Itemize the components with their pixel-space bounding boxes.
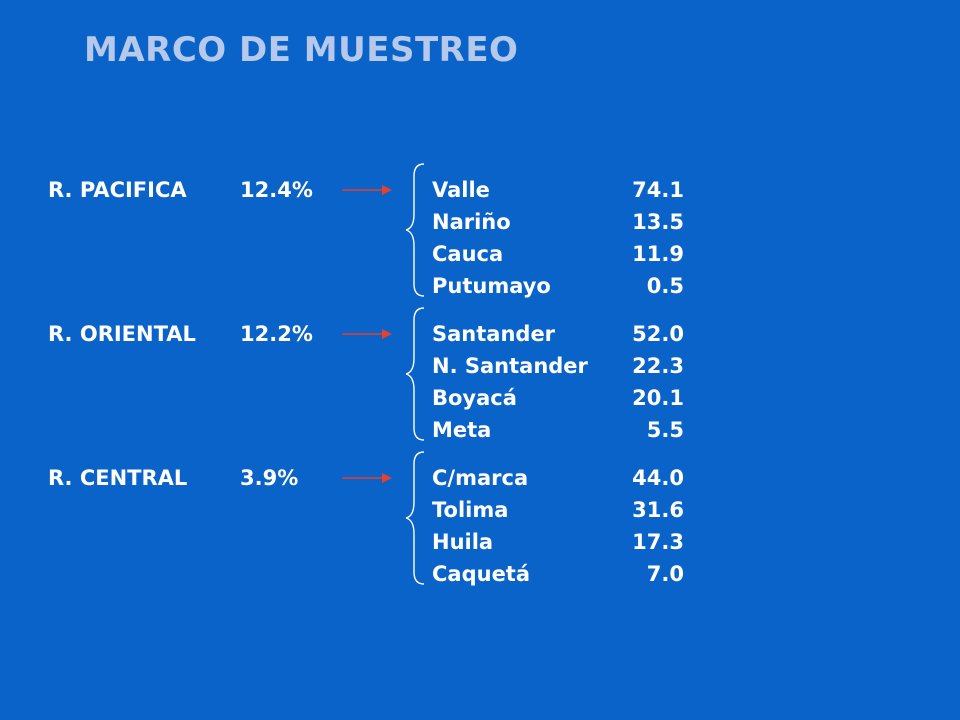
department-value: 0.5 bbox=[646, 274, 684, 298]
department-name: Huila bbox=[432, 530, 494, 554]
department-value: 11.9 bbox=[632, 242, 684, 266]
region-block-1: R. PACIFICA 12.4% Valle 74.1 Nariño 13.5… bbox=[0, 163, 960, 314]
department-value: 13.5 bbox=[632, 210, 684, 234]
department-row: Cauca 11.9 bbox=[432, 238, 692, 270]
department-list: C/marca 44.0 Tolima 31.6 Huila 17.3 Caqu… bbox=[432, 462, 692, 590]
department-row: N. Santander 22.3 bbox=[432, 350, 692, 382]
department-value: 31.6 bbox=[632, 498, 684, 522]
department-value: 44.0 bbox=[632, 466, 684, 490]
region-block-3: R. CENTRAL 3.9% C/marca 44.0 Tolima 31.6… bbox=[0, 451, 960, 602]
region-name: R. CENTRAL bbox=[48, 466, 188, 490]
department-row: Tolima 31.6 bbox=[432, 494, 692, 526]
department-row: Caquetá 7.0 bbox=[432, 558, 692, 590]
region-name: R. PACIFICA bbox=[48, 178, 187, 202]
department-row: Boyacá 20.1 bbox=[432, 382, 692, 414]
department-name: C/marca bbox=[432, 466, 529, 490]
department-name: N. Santander bbox=[432, 354, 588, 378]
department-row: Nariño 13.5 bbox=[432, 206, 692, 238]
department-row: Valle 74.1 bbox=[432, 174, 692, 206]
department-name: Putumayo bbox=[432, 274, 551, 298]
department-name: Santander bbox=[432, 322, 556, 346]
curly-brace-icon bbox=[405, 307, 425, 441]
department-row: Putumayo 0.5 bbox=[432, 270, 692, 302]
department-name: Caquetá bbox=[432, 562, 531, 586]
department-name: Boyacá bbox=[432, 386, 517, 410]
department-value: 17.3 bbox=[632, 530, 684, 554]
region-name: R. ORIENTAL bbox=[48, 322, 196, 346]
department-value: 7.0 bbox=[646, 562, 684, 586]
department-name: Nariño bbox=[432, 210, 511, 234]
department-row: Meta 5.5 bbox=[432, 414, 692, 446]
department-row: Huila 17.3 bbox=[432, 526, 692, 558]
department-value: 52.0 bbox=[632, 322, 684, 346]
department-value: 22.3 bbox=[632, 354, 684, 378]
department-value: 5.5 bbox=[646, 418, 684, 442]
department-value: 20.1 bbox=[632, 386, 684, 410]
department-row: Santander 52.0 bbox=[432, 318, 692, 350]
page-title: MARCO DE MUESTREO bbox=[84, 30, 519, 70]
department-row: C/marca 44.0 bbox=[432, 462, 692, 494]
department-value: 74.1 bbox=[632, 178, 684, 202]
region-percentage: 12.2% bbox=[240, 322, 313, 346]
region-block-2: R. ORIENTAL 12.2% Santander 52.0 N. Sant… bbox=[0, 307, 960, 458]
department-list: Valle 74.1 Nariño 13.5 Cauca 11.9 Putuma… bbox=[432, 174, 692, 302]
department-name: Cauca bbox=[432, 242, 504, 266]
department-list: Santander 52.0 N. Santander 22.3 Boyacá … bbox=[432, 318, 692, 446]
region-percentage: 12.4% bbox=[240, 178, 313, 202]
department-name: Meta bbox=[432, 418, 492, 442]
department-name: Valle bbox=[432, 178, 490, 202]
arrow-right-icon bbox=[342, 473, 392, 483]
arrow-right-icon bbox=[342, 185, 392, 195]
department-name: Tolima bbox=[432, 498, 509, 522]
curly-brace-icon bbox=[405, 451, 425, 585]
arrow-right-icon bbox=[342, 329, 392, 339]
region-percentage: 3.9% bbox=[240, 466, 299, 490]
curly-brace-icon bbox=[405, 163, 425, 297]
